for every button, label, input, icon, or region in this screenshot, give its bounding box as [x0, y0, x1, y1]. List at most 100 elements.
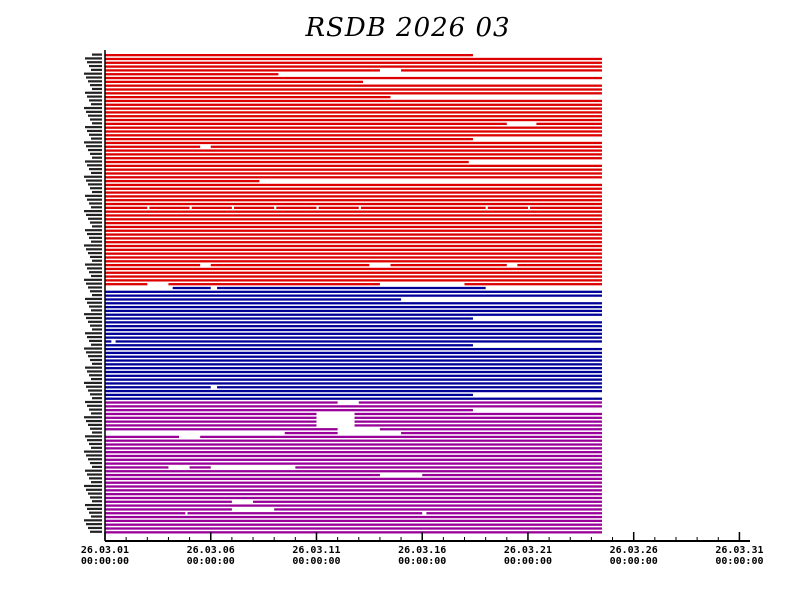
row-label-mark-24	[86, 145, 102, 148]
bar-g0-r7-s0	[105, 80, 363, 84]
row-label-mark-34	[88, 183, 102, 186]
x-tick-label-date-3: 26.03.16	[398, 545, 446, 556]
row-label-mark-84	[89, 374, 102, 377]
bar-g2-r3-s1	[354, 412, 602, 416]
x-tick-label-time-0: 00:00:00	[81, 556, 129, 567]
row-label-mark-115	[88, 492, 102, 495]
bar-g0-r27-s0	[105, 157, 602, 160]
bar-g2-r28-s0	[105, 508, 232, 511]
row-label-mark-48	[89, 236, 102, 239]
bar-g2-r3-s0	[105, 412, 317, 416]
row-label-mark-30	[89, 168, 102, 171]
row-label-mark-55	[85, 263, 102, 266]
row-label-mark-15	[86, 110, 102, 113]
bar-g2-r15-s0	[105, 458, 602, 461]
bar-g1-r22-s0	[105, 370, 602, 374]
bar-g2-r0-s1	[358, 401, 602, 404]
bar-g2-r22-s0	[105, 485, 602, 488]
row-label-mark-4	[91, 68, 102, 71]
row-label-mark-106	[88, 458, 102, 461]
row-label-mark-65	[87, 301, 102, 304]
bar-g1-r14-s1	[115, 340, 602, 343]
row-label-mark-79	[88, 355, 102, 358]
row-label-mark-36	[92, 190, 102, 194]
row-label-mark-92	[87, 404, 102, 407]
bar-g1-r0-s0	[172, 286, 211, 290]
bar-g1-r14-s0	[105, 340, 112, 343]
row-label-mark-28	[85, 160, 102, 163]
row-label-mark-73	[85, 332, 102, 335]
row-label-mark-105	[86, 454, 102, 457]
bar-g2-r8-s1	[401, 431, 602, 435]
row-label-mark-56	[87, 267, 102, 270]
bar-g0-r18-s1	[536, 122, 602, 125]
bar-g2-r25-s0	[105, 496, 602, 500]
row-label-mark-0	[92, 53, 102, 56]
bar-g1-r19-s0	[105, 359, 602, 362]
bar-g0-r60-s2	[464, 283, 602, 286]
row-label-mark-61	[88, 286, 102, 289]
bar-g0-r26-s0	[105, 153, 602, 156]
row-label-mark-2	[87, 61, 102, 64]
bar-g1-r27-s0	[105, 389, 602, 393]
row-label-mark-107	[90, 461, 102, 465]
row-label-mark-40	[91, 206, 102, 209]
row-label-mark-124	[88, 526, 102, 530]
row-label-mark-42	[86, 213, 102, 217]
bar-g1-r13-s0	[105, 336, 602, 339]
row-label-mark-75	[89, 339, 102, 343]
row-label-mark-58	[91, 274, 102, 278]
bar-g2-r23-s0	[105, 489, 602, 492]
bar-g1-r15-s0	[105, 344, 473, 347]
bar-g2-r20-s0	[105, 477, 602, 481]
bar-g2-r29-s0	[105, 512, 186, 515]
row-label-mark-80	[90, 358, 102, 362]
bar-g1-r26-s1	[217, 386, 602, 389]
bar-g0-r3-s0	[105, 65, 602, 68]
row-label-mark-94	[91, 412, 102, 415]
row-label-mark-100	[85, 435, 102, 438]
row-label-mark-97	[88, 423, 102, 426]
bar-g1-r2-s0	[105, 294, 602, 297]
bar-g0-r40-s8	[530, 206, 602, 209]
row-label-mark-118	[85, 503, 102, 507]
bar-g0-r40-s5	[318, 206, 359, 209]
row-label-mark-114	[86, 488, 102, 491]
bar-g2-r32-s0	[105, 523, 602, 526]
chart-title: RSDB 2026 03	[304, 13, 510, 43]
row-label-mark-19	[85, 126, 102, 129]
bar-g1-r10-s0	[105, 325, 602, 328]
row-label-mark-3	[89, 64, 102, 68]
bar-g2-r11-s0	[105, 443, 602, 446]
row-label-mark-101	[87, 439, 102, 442]
x-tick-label-time-2: 00:00:00	[292, 556, 340, 567]
bar-g2-r7-s1	[379, 428, 602, 431]
bar-g2-r21-s0	[105, 481, 602, 484]
bar-g0-r48-s0	[105, 237, 602, 240]
bar-g2-r7-s0	[105, 428, 338, 431]
bar-g0-r15-s0	[105, 111, 602, 114]
row-label-mark-63	[92, 294, 102, 297]
bar-g2-r4-s1	[354, 416, 602, 419]
bar-g2-r5-s0	[105, 420, 317, 423]
x-tick-label-time-1: 00:00:00	[187, 556, 235, 567]
bar-g2-r33-s0	[105, 527, 602, 530]
bar-g2-r6-s1	[354, 424, 602, 427]
x-tick-label-date-0: 26.03.01	[81, 545, 129, 556]
row-label-mark-76	[91, 343, 102, 346]
x-tick-label-date-5: 26.03.26	[610, 545, 658, 556]
row-label-mark-26	[90, 152, 102, 155]
bar-g0-r9-s0	[105, 88, 602, 91]
row-label-mark-32	[84, 175, 102, 178]
x-tick-label-date-6: 26.03.31	[715, 545, 763, 556]
row-label-mark-25	[88, 148, 102, 152]
x-tick-label-time-3: 00:00:00	[398, 556, 446, 567]
bar-g0-r16-s0	[105, 115, 602, 118]
bar-g2-r6-s0	[105, 424, 317, 427]
x-tick-label-time-6: 00:00:00	[715, 556, 763, 567]
row-label-mark-90	[92, 397, 102, 400]
x-tick-label-time-4: 00:00:00	[504, 556, 552, 567]
row-label-mark-64	[85, 297, 102, 301]
bar-g2-r10-s0	[105, 439, 602, 442]
row-label-mark-5	[84, 72, 102, 75]
